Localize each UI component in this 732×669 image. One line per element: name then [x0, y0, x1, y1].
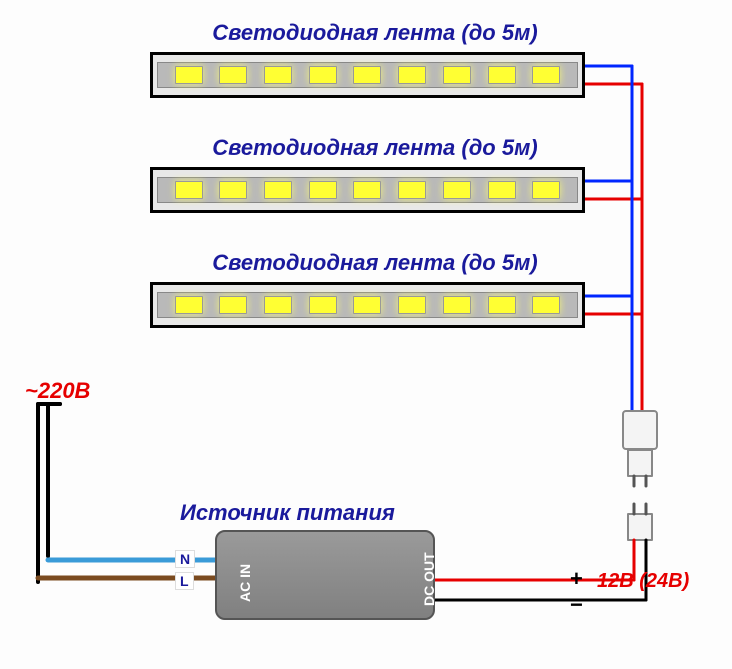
led-chip [219, 66, 247, 84]
led-chip [175, 296, 203, 314]
led-chip [398, 66, 426, 84]
led-chip [532, 181, 560, 199]
power-supply-title: Источник питания [180, 500, 395, 526]
psu-dc-label: DC OUT [421, 552, 437, 606]
led-chip [532, 66, 560, 84]
ac-l-label: L [175, 572, 194, 590]
led-strip-inner [157, 292, 578, 318]
led-chip [264, 66, 292, 84]
led-chip [353, 296, 381, 314]
led-chip [264, 296, 292, 314]
dc-plus-label: + [570, 566, 583, 592]
led-chip [219, 181, 247, 199]
dc-minus-label: − [570, 592, 583, 618]
led-strip-label: Светодиодная лента (до 5м) [175, 20, 575, 46]
led-chip [219, 296, 247, 314]
led-strip [150, 167, 585, 213]
led-chip [264, 181, 292, 199]
led-chip [309, 181, 337, 199]
led-chip [488, 296, 516, 314]
led-chip [175, 181, 203, 199]
connector-block [622, 410, 658, 450]
led-strip [150, 282, 585, 328]
ac-n-label: N [175, 550, 195, 568]
led-strip-inner [157, 177, 578, 203]
led-strip-inner [157, 62, 578, 88]
diagram-canvas: Светодиодная лента (до 5м) Светодиодная л… [0, 0, 732, 669]
led-chip [443, 181, 471, 199]
led-chip [175, 66, 203, 84]
led-chip [309, 66, 337, 84]
led-strip-label: Светодиодная лента (до 5м) [175, 250, 575, 276]
led-chip [443, 66, 471, 84]
led-chip [309, 296, 337, 314]
led-chip [532, 296, 560, 314]
led-chip [353, 66, 381, 84]
led-strip-label: Светодиодная лента (до 5м) [175, 135, 575, 161]
ac-voltage-label: ~220В [25, 378, 90, 404]
led-chip [488, 181, 516, 199]
led-chip [398, 296, 426, 314]
dc-voltage-label: 12В (24В) [597, 570, 689, 593]
led-chip [353, 181, 381, 199]
led-chip [398, 181, 426, 199]
psu-ac-label: AC IN [237, 564, 253, 602]
led-strip [150, 52, 585, 98]
led-chip [488, 66, 516, 84]
led-chip [443, 296, 471, 314]
